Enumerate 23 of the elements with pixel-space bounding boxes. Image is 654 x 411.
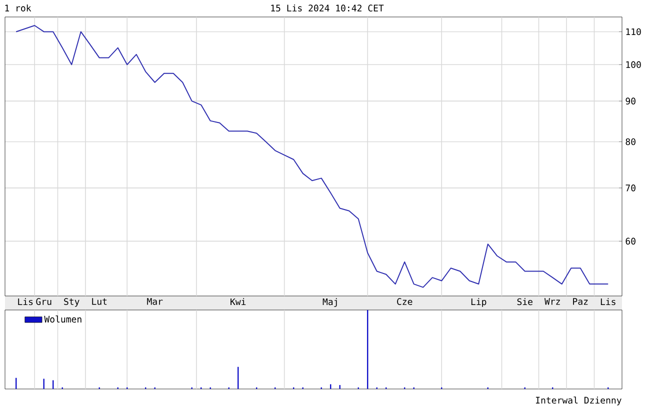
y-tick-label: 100 [626,61,641,68]
x-tick-label: Lis [18,298,33,306]
y-tick-label: 60 [626,238,636,245]
chart-subtitle: 15 Lis 2024 10:42 CET [271,4,384,12]
y-tick-label: 110 [626,28,641,36]
x-tick-label: Lis [600,298,616,306]
x-tick-label: Sty [64,298,80,307]
x-tick-label: Maj [322,298,337,307]
x-tick-label: Gru [36,298,52,305]
x-tick-label: Lut [92,298,107,305]
x-tick-label: Wrz [544,298,560,305]
legend-label: Wolumen [44,316,82,323]
y-tick-label: 90 [626,98,636,104]
y-tick-label: 80 [626,138,636,146]
x-tick-label: Mar [147,298,163,305]
text: Interwal Dzienny [536,396,622,406]
x-tick-label: Paz [573,298,588,305]
x-tick-label: Kwi [230,298,246,306]
x-tick-label: Lip [471,298,486,307]
y-tick-label: 70 [626,184,636,192]
x-tick-label: Sie [517,298,532,306]
chart-title: 1 rok [5,4,32,12]
x-tick-label: Cze [397,298,412,305]
